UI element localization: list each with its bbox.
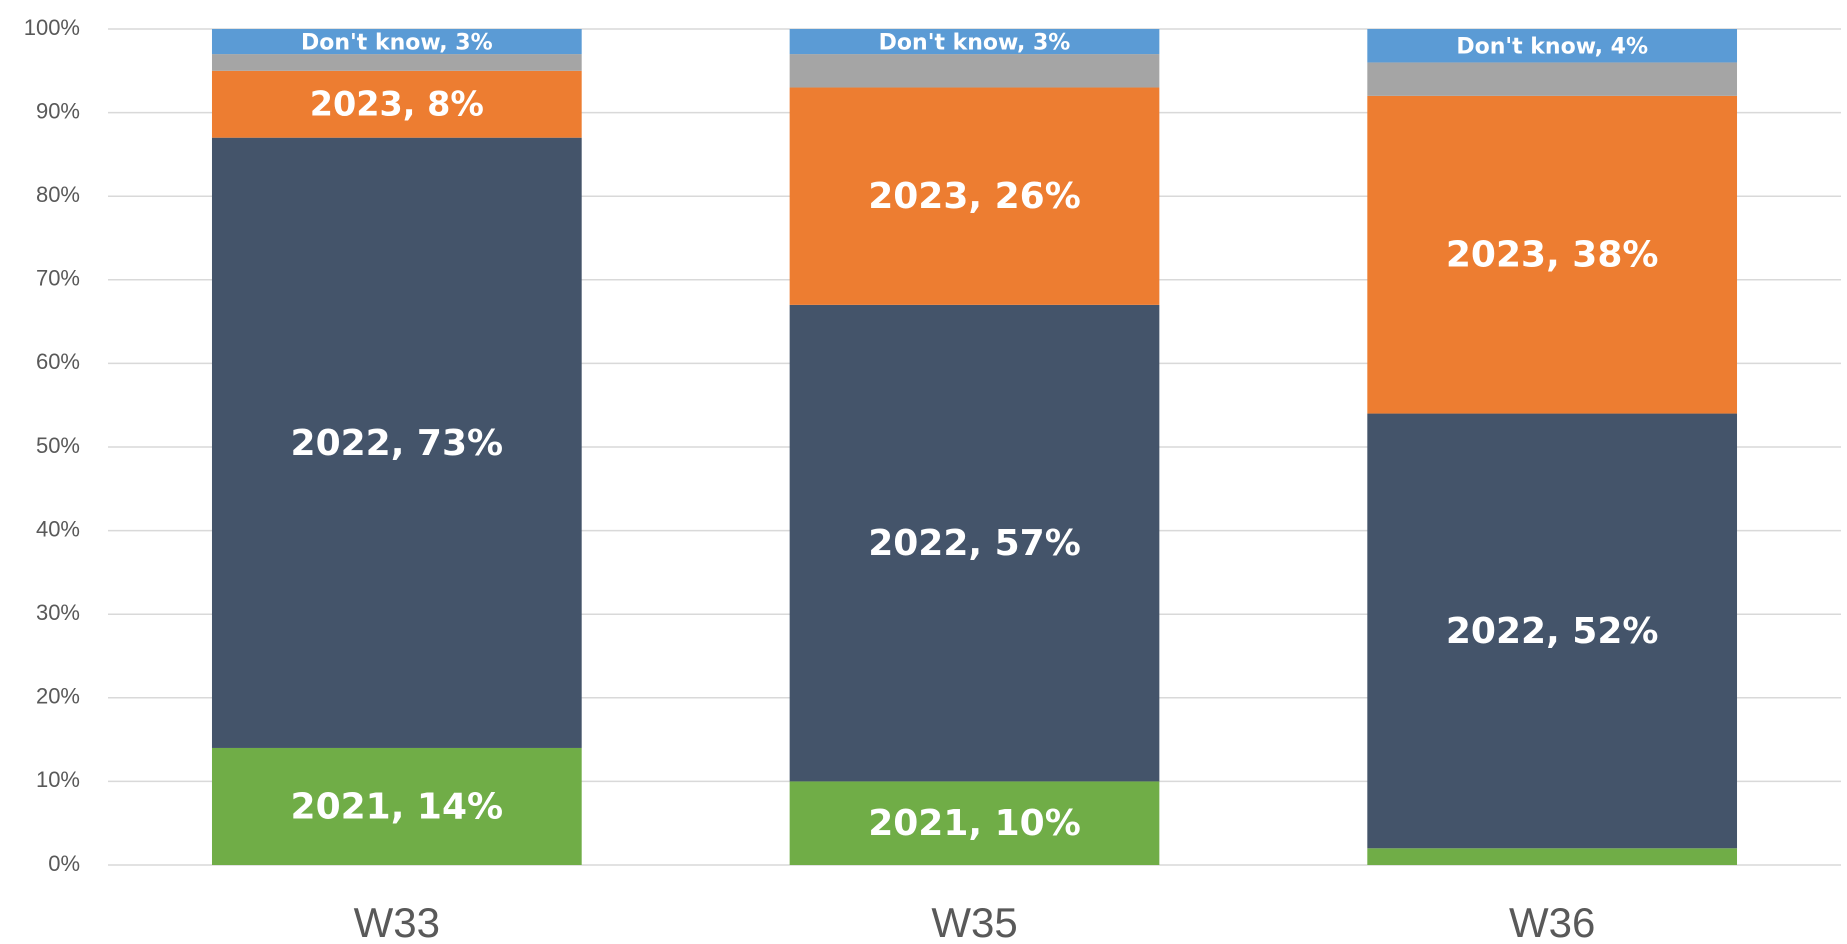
y-tick-label: 0% (48, 851, 80, 876)
y-tick-label: 100% (24, 15, 80, 40)
bar-segment (211, 29, 582, 55)
y-tick-label: 10% (36, 767, 80, 792)
y-tick-label: 50% (36, 433, 80, 458)
y-tick-label: 70% (36, 266, 80, 291)
y-tick-label: 20% (36, 684, 80, 709)
data-label: Don't know, 4% (1456, 35, 1648, 60)
bar-segment (789, 29, 1160, 55)
x-tick-label: W35 (931, 899, 1017, 944)
bar-segment (211, 747, 582, 865)
y-tick-label: 90% (36, 98, 80, 123)
bar-segment (789, 87, 1160, 305)
bar-segment (789, 54, 1160, 88)
bar-segment (1367, 413, 1738, 849)
bar-segment (1367, 95, 1738, 414)
data-label: 2022, 73% (291, 423, 504, 464)
data-label: Don't know, 3% (879, 31, 1071, 56)
y-tick-label: 40% (36, 516, 80, 541)
bar-segment (1367, 62, 1738, 96)
y-tick-label: 30% (36, 600, 80, 625)
bar-segment (211, 54, 582, 71)
data-label: 2023, 8% (310, 85, 484, 124)
bar-segment (211, 70, 582, 138)
x-tick-label: W33 (354, 899, 440, 944)
bar-segment (789, 781, 1160, 865)
data-label: 2021, 10% (868, 803, 1081, 844)
data-label: 2023, 26% (868, 176, 1081, 217)
data-label: 2022, 52% (1446, 611, 1659, 652)
x-tick-label: W36 (1509, 899, 1595, 944)
data-label: 2023, 38% (1446, 235, 1659, 276)
y-tick-label: 60% (36, 349, 80, 374)
bar-segment (211, 137, 582, 748)
bar-segment (1367, 29, 1738, 63)
y-tick-label: 80% (36, 182, 80, 207)
bar-segment (789, 304, 1160, 782)
data-label: 2021, 14% (291, 786, 504, 827)
data-label: Don't know, 3% (301, 31, 493, 56)
bar-segment (1367, 848, 1738, 865)
data-label: 2022, 57% (868, 523, 1081, 564)
